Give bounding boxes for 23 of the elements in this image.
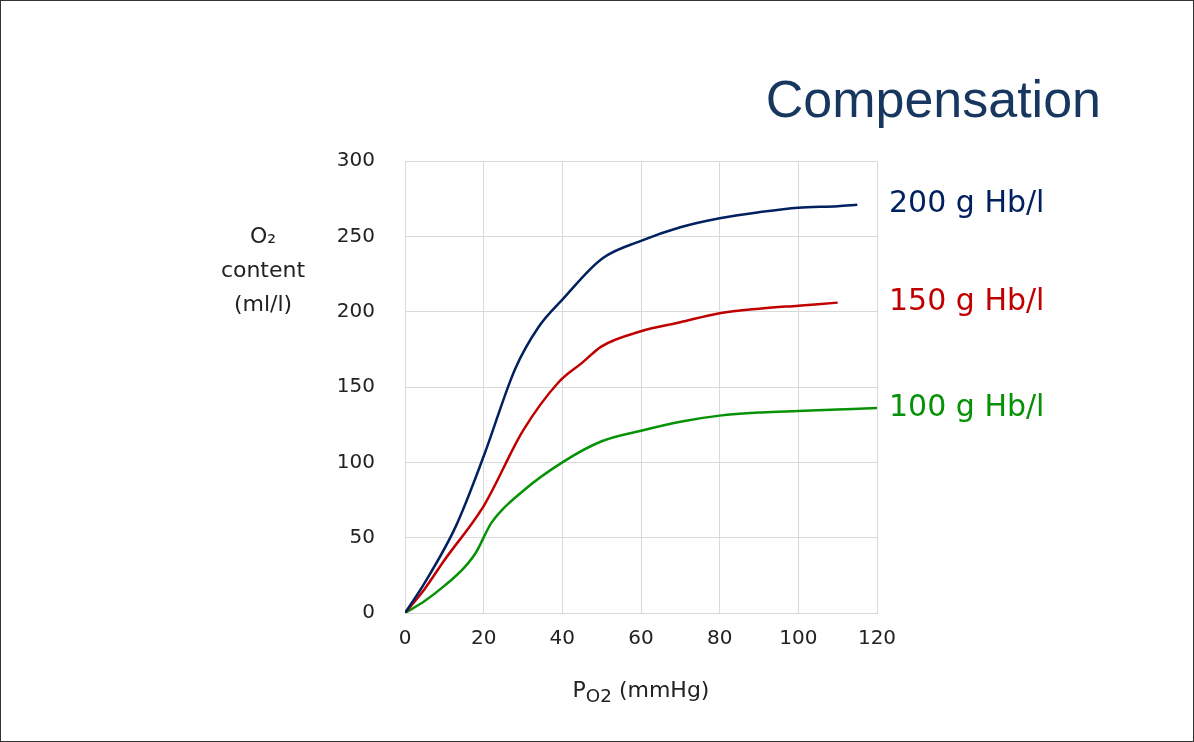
line-series bbox=[405, 203, 859, 613]
y-tick-label: 50 bbox=[349, 523, 375, 548]
y-tick-label: 100 bbox=[336, 448, 375, 473]
x-tick-label: 40 bbox=[549, 625, 576, 650]
x-tick-label: 80 bbox=[706, 625, 733, 650]
series-label: 150 g Hb/l bbox=[889, 282, 1045, 318]
y-axis-title: O₂ content (ml/l) bbox=[219, 222, 307, 318]
x-tick-label: 100 bbox=[779, 625, 818, 650]
x-tick-label: 20 bbox=[470, 625, 497, 650]
x-axis-title: P$_{O2}$ (mmHg) bbox=[571, 677, 711, 707]
y-tick-label: 0 bbox=[362, 599, 375, 624]
y-tick-label: 300 bbox=[336, 147, 375, 172]
series-label: 200 g Hb/l bbox=[889, 184, 1045, 220]
y-tick-label: 250 bbox=[336, 222, 375, 247]
series-label: 100 g Hb/l bbox=[889, 387, 1045, 423]
y-tick-label: 150 bbox=[336, 373, 375, 398]
line-series bbox=[405, 406, 877, 613]
line-series bbox=[405, 301, 839, 613]
x-tick-label: 0 bbox=[398, 625, 412, 650]
chart-title: Compensation bbox=[765, 69, 1101, 129]
x-tick-label: 120 bbox=[857, 625, 897, 650]
y-tick-label: 200 bbox=[336, 297, 375, 322]
x-tick-label: 60 bbox=[628, 625, 654, 650]
